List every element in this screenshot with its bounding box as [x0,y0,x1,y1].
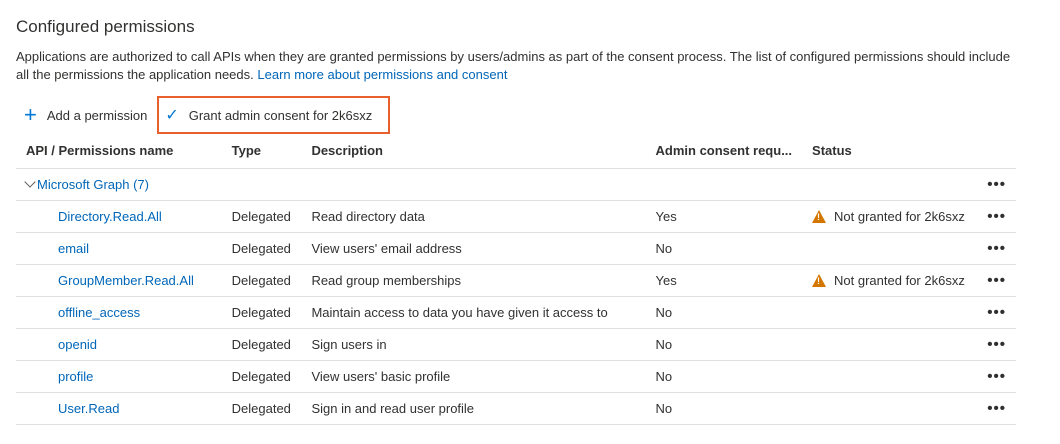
status-text: Not granted for 2k6sxz [834,208,965,224]
warning-icon [812,273,827,287]
permissions-table: API / Permissions name Type Description … [16,134,1016,425]
status-cell [802,232,975,265]
column-header-status[interactable]: Status [802,134,975,169]
description-cell: Maintain access to data you have given i… [301,296,646,329]
type-cell: Delegated [221,232,302,265]
page-title: Configured permissions [16,17,195,36]
table-row: Directory.Read.All Delegated Read direct… [16,200,1016,233]
admin-consent-cell: No [645,360,803,393]
more-options-icon[interactable]: ••• [974,200,1016,233]
permission-link[interactable]: email [58,240,90,256]
more-options-icon[interactable]: ••• [974,232,1016,265]
admin-consent-cell: No [645,392,803,425]
status-cell [802,360,975,393]
grant-admin-consent-button[interactable]: ✓ Grant admin consent for 2k6sxz [157,96,391,134]
description-text: Applications are authorized to call APIs… [16,49,1011,82]
group-row: Microsoft Graph (7) ••• [16,168,1016,201]
add-permission-label: Add a permission [46,107,148,123]
column-header-description[interactable]: Description [301,134,646,169]
permission-link[interactable]: openid [58,336,98,352]
status-cell [802,392,975,425]
table-row: User.Read Delegated Sign in and read use… [16,392,1016,425]
type-cell: Delegated [221,296,302,329]
more-options-icon[interactable]: ••• [974,296,1016,329]
status-text: Not granted for 2k6sxz [834,272,965,288]
admin-consent-cell: Yes [645,200,803,233]
status-cell [802,328,975,361]
admin-consent-cell: No [645,296,803,329]
column-header-name[interactable]: API / Permissions name [16,134,222,169]
permission-link[interactable]: profile [58,368,94,384]
table-row: email Delegated View users' email addres… [16,232,1016,265]
type-cell: Delegated [221,328,302,361]
description-cell: View users' email address [301,232,646,265]
learn-more-link[interactable]: Learn more about permissions and consent [257,67,508,82]
plus-icon: + [24,102,37,127]
add-permission-button[interactable]: + Add a permission [16,104,155,126]
admin-consent-cell: No [645,328,803,361]
checkmark-icon: ✓ [165,107,179,124]
type-cell: Delegated [221,392,302,425]
column-header-admin-consent[interactable]: Admin consent requ... [645,134,803,169]
table-row: GroupMember.Read.All Delegated Read grou… [16,264,1016,297]
group-link[interactable]: Microsoft Graph (7) [37,176,149,192]
admin-consent-cell: Yes [645,264,803,297]
more-options-icon[interactable]: ••• [974,360,1016,393]
more-options-icon[interactable]: ••• [974,264,1016,297]
permission-link[interactable]: offline_access [58,304,141,320]
more-options-icon[interactable]: ••• [974,328,1016,361]
description: Applications are authorized to call APIs… [16,48,1026,84]
permission-link[interactable]: GroupMember.Read.All [58,272,194,288]
table-header: API / Permissions name Type Description … [16,134,1016,169]
table-row: profile Delegated View users' basic prof… [16,360,1016,393]
status-cell [802,296,975,329]
toolbar: + Add a permission ✓ Grant admin consent f… [16,96,391,134]
column-header-type[interactable]: Type [221,134,302,169]
status-cell: Not granted for 2k6sxz [802,200,975,233]
chevron-down-icon[interactable] [24,175,36,188]
description-cell: Read group memberships [301,264,646,297]
permission-link[interactable]: Directory.Read.All [58,208,162,224]
admin-consent-cell: No [645,232,803,265]
table-row: openid Delegated Sign users in No ••• [16,328,1016,361]
warning-icon [812,209,827,223]
table-row: offline_access Delegated Maintain access… [16,296,1016,329]
more-options-icon[interactable]: ••• [974,392,1016,425]
status-cell: Not granted for 2k6sxz [802,264,975,297]
description-cell: Sign in and read user profile [301,392,646,425]
description-cell: Sign users in [301,328,646,361]
permission-link[interactable]: User.Read [58,400,120,416]
grant-label: Grant admin consent for 2k6sxz [188,107,373,123]
type-cell: Delegated [221,200,302,233]
description-cell: View users' basic profile [301,360,646,393]
type-cell: Delegated [221,360,302,393]
description-cell: Read directory data [301,200,646,233]
more-options-icon[interactable]: ••• [974,168,1016,201]
type-cell: Delegated [221,264,302,297]
